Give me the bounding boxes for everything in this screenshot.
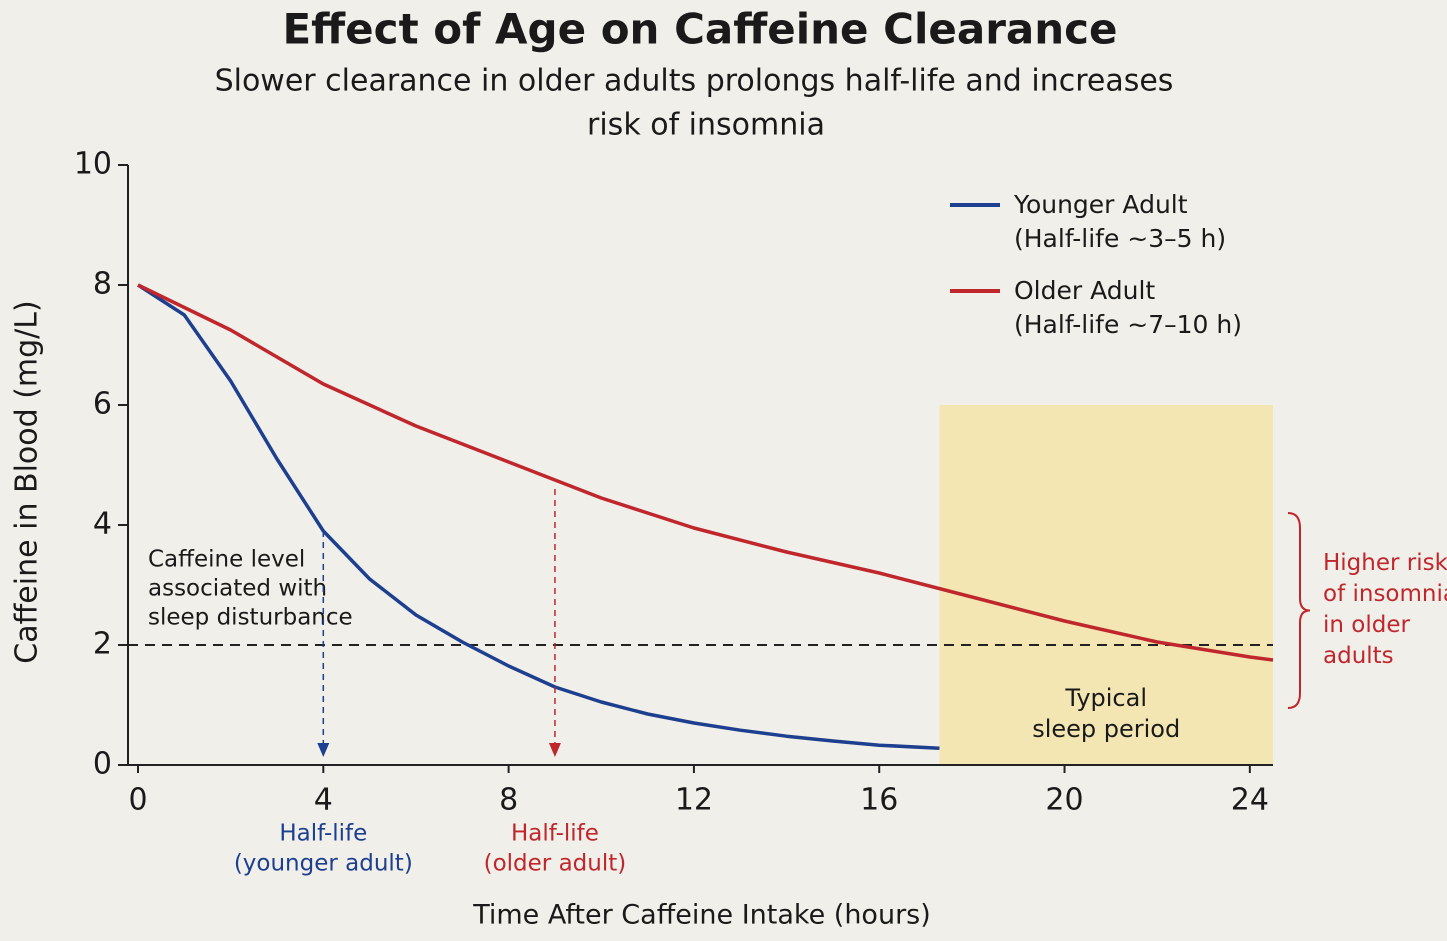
x-tick-label: 8 bbox=[499, 783, 518, 818]
x-tick-label: 20 bbox=[1045, 783, 1083, 818]
legend-label: Younger Adult bbox=[1013, 190, 1188, 219]
half-life-arrowhead bbox=[317, 743, 330, 757]
threshold-label: Caffeine level bbox=[148, 547, 305, 573]
half-life-arrowhead bbox=[548, 743, 561, 757]
x-tick-label: 12 bbox=[675, 783, 713, 818]
chart-subtitle: Slower clearance in older adults prolong… bbox=[215, 64, 1174, 99]
series-line bbox=[137, 283, 1274, 662]
threshold-label: sleep disturbance bbox=[148, 605, 353, 631]
brace-label: adults bbox=[1323, 643, 1394, 669]
series-line bbox=[137, 283, 940, 750]
chart-title: Effect of Age on Caffeine Clearance bbox=[282, 5, 1117, 54]
y-tick-label: 0 bbox=[93, 747, 112, 782]
legend-note: (Half-life ~3–5 h) bbox=[1014, 224, 1226, 253]
y-tick-label: 8 bbox=[93, 267, 112, 302]
x-tick-label: 4 bbox=[314, 783, 333, 818]
sleep-period-region bbox=[939, 405, 1273, 765]
x-axis-label: Time After Caffeine Intake (hours) bbox=[472, 900, 931, 931]
half-life-label: Half-life bbox=[279, 821, 367, 847]
threshold-label: associated with bbox=[148, 576, 327, 602]
brace-label: in older bbox=[1323, 612, 1410, 638]
y-axis-label: Caffeine in Blood (mg/L) bbox=[10, 300, 45, 663]
x-tick-label: 24 bbox=[1231, 783, 1269, 818]
legend-label: Older Adult bbox=[1014, 276, 1155, 305]
half-life-label: Half-life bbox=[511, 821, 599, 847]
sleep-period-label: sleep period bbox=[1032, 715, 1180, 743]
brace-label: of insomnia bbox=[1323, 581, 1447, 607]
y-tick-label: 6 bbox=[93, 387, 112, 422]
half-life-label: (older adult) bbox=[484, 851, 627, 877]
sleep-period-label: Typical bbox=[1064, 684, 1147, 712]
chart-subtitle: risk of insomnia bbox=[587, 108, 825, 143]
half-life-label: (younger adult) bbox=[234, 851, 413, 877]
legend-note: (Half-life ~7–10 h) bbox=[1014, 310, 1242, 339]
x-tick-label: 0 bbox=[128, 783, 147, 818]
brace bbox=[1287, 512, 1311, 709]
brace-label: Higher risk bbox=[1323, 550, 1447, 576]
x-tick-label: 16 bbox=[860, 783, 898, 818]
y-tick-label: 10 bbox=[74, 147, 112, 182]
y-tick-label: 2 bbox=[93, 627, 112, 662]
y-tick-label: 4 bbox=[93, 507, 112, 542]
